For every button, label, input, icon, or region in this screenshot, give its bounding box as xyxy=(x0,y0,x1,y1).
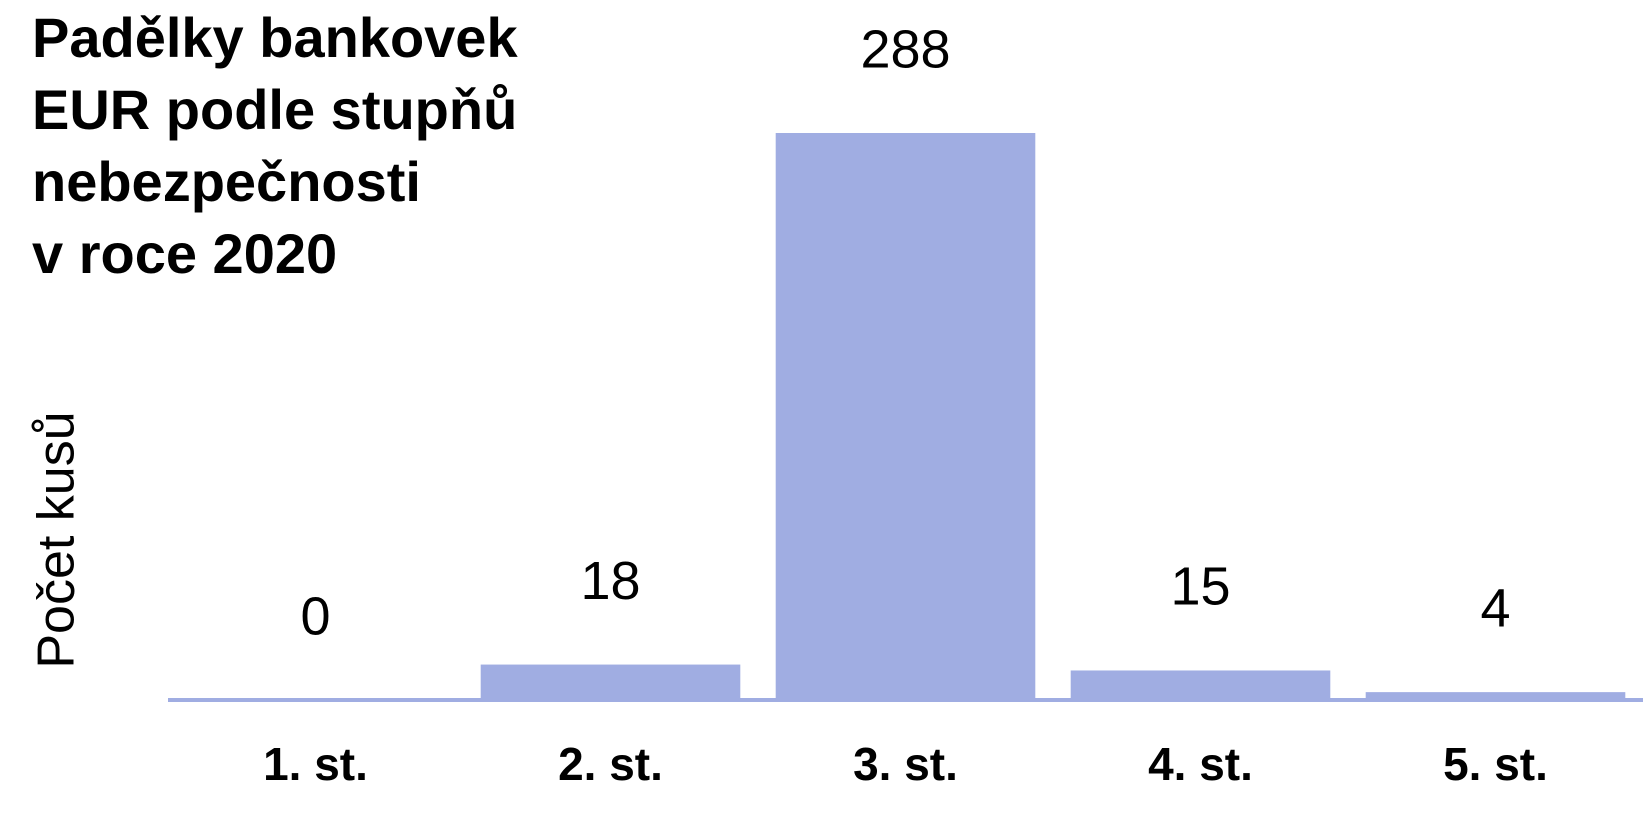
x-tick-label: 3. st. xyxy=(853,738,958,790)
bar xyxy=(775,133,1036,700)
bar xyxy=(1365,692,1626,700)
value-label: 0 xyxy=(300,586,330,646)
chart-title: v roce 2020 xyxy=(32,222,337,285)
x-tick-label: 4. st. xyxy=(1148,738,1253,790)
x-tick-label: 5. st. xyxy=(1443,738,1548,790)
bar xyxy=(480,664,741,700)
y-axis-label: Počet kusů xyxy=(28,411,86,668)
x-tick-label: 2. st. xyxy=(558,738,663,790)
chart-title: Padělky bankovek xyxy=(32,6,518,69)
value-label: 288 xyxy=(860,19,950,79)
value-label: 18 xyxy=(580,551,640,611)
value-label: 15 xyxy=(1170,557,1230,617)
chart-title: EUR podle stupňů xyxy=(32,78,517,141)
value-label: 4 xyxy=(1480,578,1510,638)
x-tick-label: 1. st. xyxy=(263,738,368,790)
chart-title: nebezpečnosti xyxy=(32,150,421,213)
bar xyxy=(1070,670,1331,700)
